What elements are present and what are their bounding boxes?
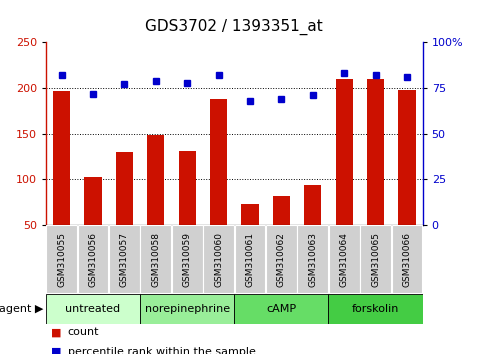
Text: GSM310065: GSM310065	[371, 232, 380, 287]
Text: GSM310064: GSM310064	[340, 232, 349, 287]
Bar	[46, 294, 140, 324]
Text: GSM310058: GSM310058	[151, 232, 160, 287]
Text: ■: ■	[51, 327, 61, 337]
Text: GSM310057: GSM310057	[120, 232, 129, 287]
Bar	[367, 79, 384, 270]
Bar	[140, 294, 234, 324]
Bar	[179, 151, 196, 270]
Bar	[78, 225, 108, 293]
Text: untreated: untreated	[65, 304, 121, 314]
Bar	[398, 90, 415, 270]
Bar	[203, 225, 234, 293]
Bar	[360, 225, 391, 293]
Text: ■: ■	[51, 347, 61, 354]
Bar	[235, 225, 265, 293]
Bar	[46, 225, 77, 293]
Bar	[304, 185, 321, 270]
Text: percentile rank within the sample: percentile rank within the sample	[68, 347, 256, 354]
Text: GSM310066: GSM310066	[402, 232, 412, 287]
Text: norepinephrine: norepinephrine	[144, 304, 230, 314]
Bar	[273, 196, 290, 270]
Bar	[53, 91, 70, 270]
Text: GSM310062: GSM310062	[277, 232, 286, 287]
Bar	[336, 79, 353, 270]
Text: GSM310059: GSM310059	[183, 232, 192, 287]
Text: GSM310055: GSM310055	[57, 232, 66, 287]
Bar	[266, 225, 297, 293]
Bar	[109, 225, 140, 293]
Bar	[328, 294, 423, 324]
Text: GSM310056: GSM310056	[88, 232, 98, 287]
Text: agent ▶: agent ▶	[0, 304, 43, 314]
Bar	[234, 294, 328, 324]
Text: forskolin: forskolin	[352, 304, 399, 314]
Bar	[298, 225, 328, 293]
Bar	[210, 99, 227, 270]
Bar	[329, 225, 359, 293]
Bar	[172, 225, 202, 293]
Bar	[141, 225, 171, 293]
Text: GSM310061: GSM310061	[245, 232, 255, 287]
Text: GSM310060: GSM310060	[214, 232, 223, 287]
Bar	[85, 177, 101, 270]
Bar	[242, 204, 258, 270]
Bar	[147, 136, 164, 270]
Text: count: count	[68, 327, 99, 337]
Bar	[116, 152, 133, 270]
Text: cAMP: cAMP	[266, 304, 297, 314]
Text: GDS3702 / 1393351_at: GDS3702 / 1393351_at	[145, 19, 323, 35]
Bar	[392, 225, 422, 293]
Text: GSM310063: GSM310063	[308, 232, 317, 287]
